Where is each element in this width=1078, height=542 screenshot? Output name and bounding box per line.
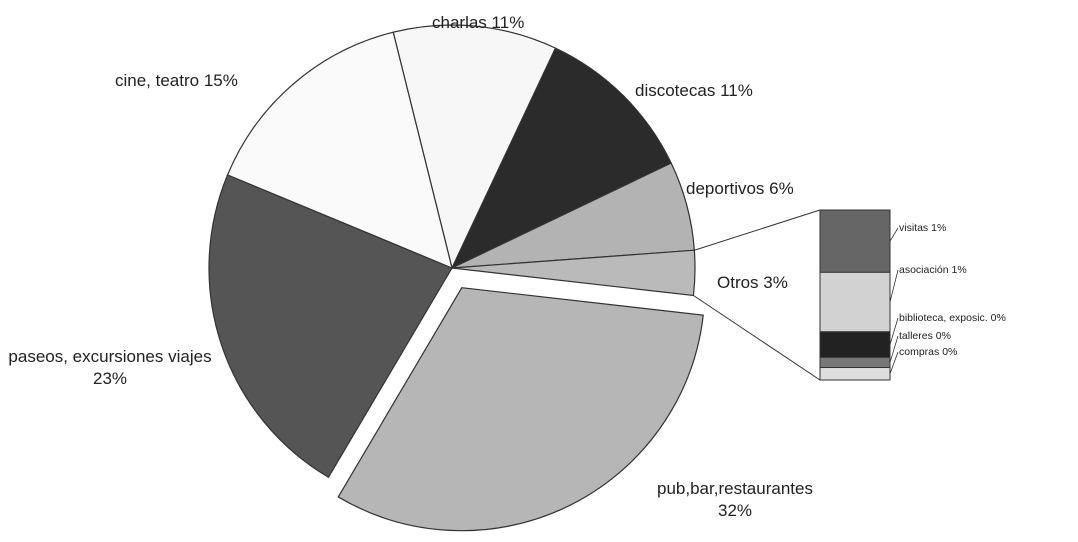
leader-line [889,317,899,345]
slice-label: paseos, excursiones viajes 23% [0,346,220,390]
value-label: 0% [990,312,1006,324]
value-label: 0% [935,330,951,342]
pie-slice [450,47,672,270]
slice-label: biblioteca, exposic. 0% [899,312,1006,324]
slice-label: pub,bar,restaurantes 32% [620,478,850,522]
category-label: paseos, excursiones viajes [8,347,212,366]
category-label: charlas [432,13,487,32]
bar-segment [819,331,891,358]
pie-slice [337,287,704,532]
connector [694,209,821,251]
category-label: Otros [717,273,759,292]
category-label: deportivos [686,179,765,198]
leader-line [889,269,899,303]
category-label: compras [899,346,940,358]
value-label: 11% [491,13,525,32]
connector [693,295,821,381]
pie-slice [451,249,696,297]
bar-segment [819,367,891,381]
value-label: 11% [720,81,753,100]
value-label: 0% [942,346,958,358]
slice-label: discotecas 11% [635,80,753,102]
category-label: pub,bar,restaurantes [657,479,813,498]
category-label: talleres [899,330,933,342]
leader-line [889,335,899,363]
category-label: cine, teatro [115,71,200,90]
pie-slice [208,174,453,479]
category-label: asociación [899,264,949,276]
value-label: 15% [203,71,238,90]
bar-segment [819,209,891,273]
category-label: discotecas [635,81,716,100]
slice-label: compras 0% [899,346,957,358]
slice-label: visitas 1% [899,222,946,234]
slice-label: charlas 11% [432,12,524,34]
value-label: 23% [92,369,128,388]
leader-line [889,351,899,374]
value-label: 1% [931,222,947,234]
value-label: 6% [769,179,794,198]
category-label: biblioteca, exposic. [899,312,988,324]
pie-slice [392,24,557,270]
leader-line [889,227,899,242]
value-label: 32% [717,501,753,520]
slice-label: deportivos 6% [686,178,794,200]
pie-slice [226,31,453,270]
value-label: 3% [763,273,788,292]
category-label: visitas [899,222,929,234]
slice-label: asociación 1% [899,264,967,276]
slice-label: cine, teatro 15% [115,70,238,92]
bar-segment [819,356,891,369]
value-label: 1% [951,264,967,276]
slice-label: Otros 3% [717,272,788,294]
bar-segment [819,271,891,333]
slice-label: talleres 0% [899,330,951,342]
